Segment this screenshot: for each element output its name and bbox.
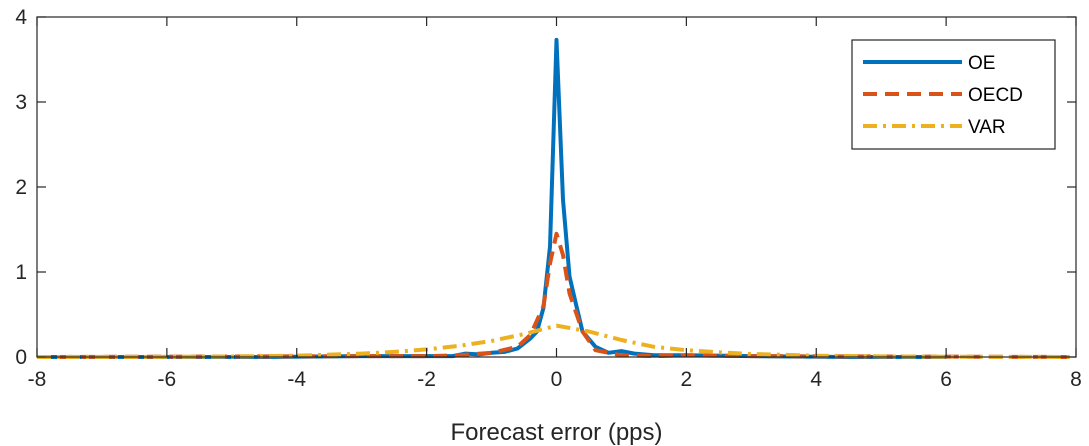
legend-label-oecd: OECD <box>968 85 1023 106</box>
x-tick-label: -8 <box>28 368 47 391</box>
x-tick-label: 2 <box>681 368 693 391</box>
y-tick-label: 2 <box>15 176 27 199</box>
legend-label-var: VAR <box>968 117 1006 138</box>
legend: OE OECD VAR <box>851 39 1056 150</box>
x-tick-label: -4 <box>287 368 306 391</box>
x-axis-label: Forecast error (pps) <box>450 419 662 446</box>
x-tick-label: 4 <box>810 368 822 391</box>
y-tick-label: 1 <box>15 261 27 284</box>
series-line-var <box>36 323 1077 359</box>
legend-label-oe: OE <box>968 53 995 74</box>
x-tick-label: 0 <box>551 368 563 391</box>
series-layer <box>36 37 1077 359</box>
axes-layer: -8 -6 -4 -2 0 2 4 6 8 0 1 2 3 4 <box>15 6 1082 391</box>
x-tick-label: -2 <box>417 368 436 391</box>
x-tick-label: 8 <box>1070 368 1082 391</box>
y-tick-label: 0 <box>15 346 27 369</box>
y-tick-label: 4 <box>15 6 27 29</box>
y-tick-label: 3 <box>15 91 27 114</box>
x-tick-label: 6 <box>940 368 952 391</box>
series-line-oecd <box>36 231 1077 359</box>
x-tick-label: -6 <box>158 368 177 391</box>
